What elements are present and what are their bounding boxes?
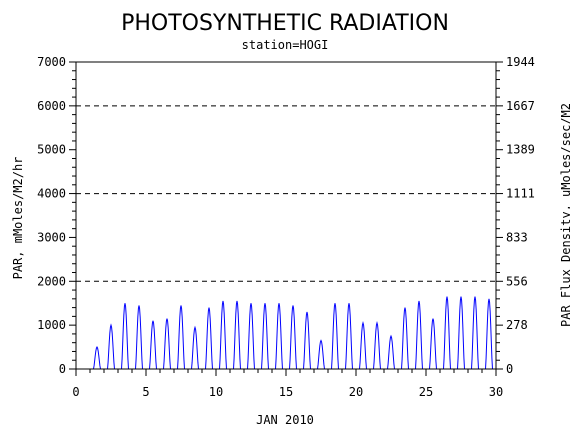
- y2-tick-label: 1389: [506, 143, 535, 157]
- y2-tick-label: 556: [506, 274, 528, 288]
- gridlines: [76, 105, 496, 282]
- chart-title: PHOTOSYNTHETIC RADIATION: [121, 11, 449, 36]
- y2-tick-label: 1111: [506, 187, 535, 201]
- y-axis-ticks: 0 1000 2000 3000 4000 5000 6000 7000: [37, 55, 76, 376]
- y-tick-label: 6000: [37, 99, 66, 113]
- y-tick-label: 2000: [37, 274, 66, 288]
- y2-axis-label: PAR Flux Density, uMoles/sec/M2: [559, 103, 570, 327]
- y-tick-label: 3000: [37, 230, 66, 244]
- y2-tick-label: 1944: [506, 55, 535, 69]
- y-axis-label: PAR, mMoles/M2/hr: [11, 157, 25, 280]
- x-tick-label: 15: [279, 385, 293, 399]
- x-tick-label: 25: [419, 385, 433, 399]
- par-series-line: [90, 296, 496, 370]
- y-tick-label: 5000: [37, 143, 66, 157]
- x-axis-ticks: 0 5 10 15 20 25 30: [72, 369, 503, 399]
- y-tick-label: 0: [59, 362, 66, 376]
- x-tick-label: 5: [142, 385, 149, 399]
- y2-axis-ticks: 0 278 556 833 1111 1389 1667 1944: [496, 55, 535, 376]
- x-tick-label: 0: [72, 385, 79, 399]
- y2-tick-label: 0: [506, 362, 513, 376]
- x-tick-label: 20: [349, 385, 363, 399]
- y2-tick-label: 278: [506, 318, 528, 332]
- x-tick-label: 10: [209, 385, 223, 399]
- plot-frame: [75, 61, 497, 370]
- y2-tick-label: 833: [506, 230, 528, 244]
- y-tick-label: 7000: [37, 55, 66, 69]
- y-tick-label: 4000: [37, 187, 66, 201]
- x-tick-label: 30: [489, 385, 503, 399]
- x-axis-label: JAN 2010: [256, 413, 314, 427]
- y-tick-label: 1000: [37, 318, 66, 332]
- chart-subtitle: station=HOGI: [242, 38, 329, 52]
- y2-tick-label: 1667: [506, 99, 535, 113]
